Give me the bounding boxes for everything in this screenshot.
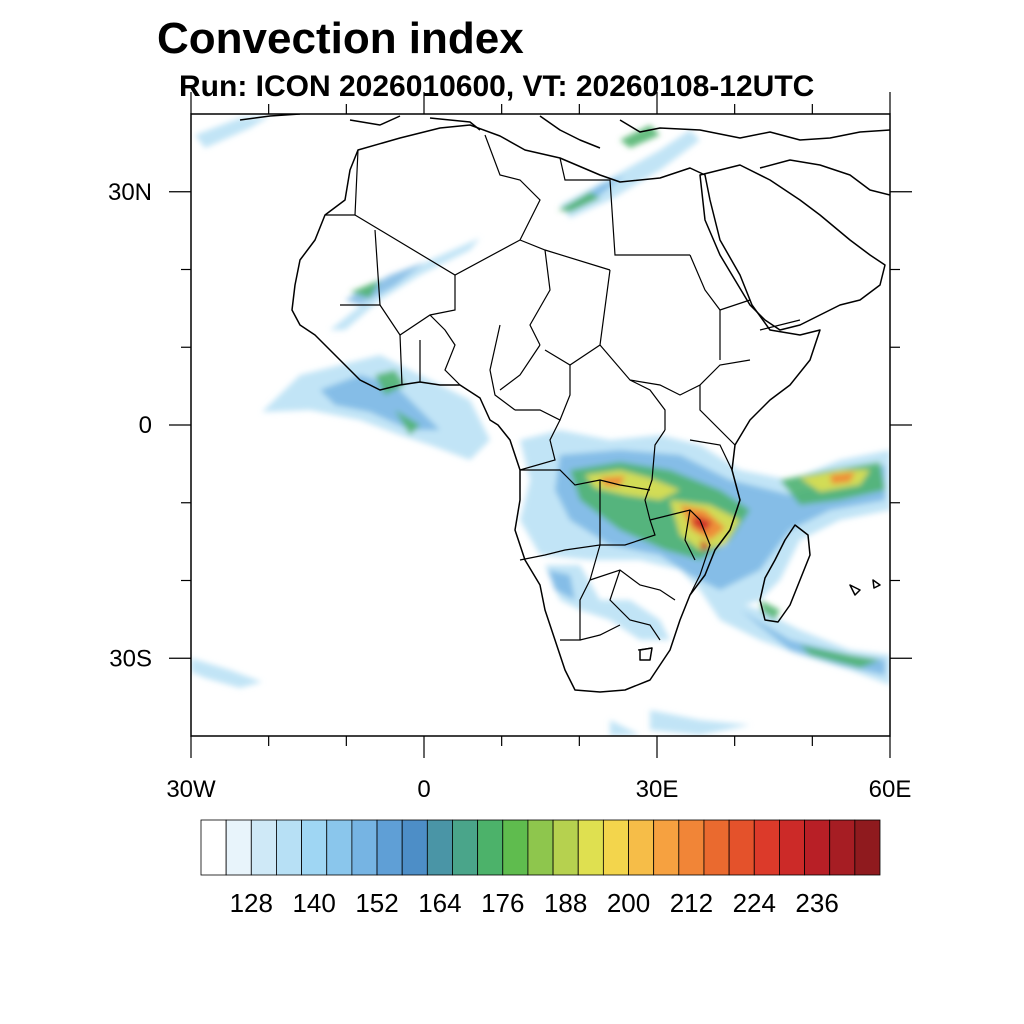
colorbar-label: 164	[418, 888, 461, 918]
colorbar	[200, 819, 881, 876]
x-tick-label: 30W	[166, 776, 216, 803]
y-tick-label: 0	[139, 412, 152, 439]
colorbar-swatch	[452, 819, 479, 876]
y-tick-label: 30S	[109, 645, 152, 672]
colorbar-swatch	[200, 819, 227, 876]
colorbar-label: 188	[544, 888, 587, 918]
colorbar-swatch	[829, 819, 856, 876]
colorbar-swatch	[804, 819, 831, 876]
colorbar-swatch	[225, 819, 252, 876]
colorbar-swatch	[502, 819, 529, 876]
colorbar-swatch	[276, 819, 302, 876]
colorbar-swatch	[527, 819, 554, 876]
colorbar-swatch	[552, 819, 579, 876]
colorbar-label: 176	[481, 888, 524, 918]
colorbar-label: 128	[230, 888, 273, 918]
colorbar-swatch	[250, 819, 277, 876]
colorbar-label: 212	[670, 888, 713, 918]
colorbar-swatch	[653, 819, 680, 876]
colorbar-swatch	[577, 819, 604, 876]
colorbar-label: 152	[355, 888, 398, 918]
colorbar-label: 224	[733, 888, 776, 918]
colorbar-swatch	[301, 819, 328, 876]
colorbar-swatch	[678, 819, 705, 876]
convection-field	[191, 116, 890, 736]
colorbar-swatch	[602, 819, 629, 876]
colorbar-swatch	[728, 819, 755, 876]
colorbar-swatch	[854, 819, 881, 876]
country-borders	[325, 134, 801, 651]
colorbar-label: 200	[607, 888, 650, 918]
x-tick-label: 30E	[636, 776, 679, 803]
colorbar-swatch	[401, 819, 428, 876]
axis-tick-labels: 30W 0 30E 60E 30N 0 30S	[108, 179, 911, 803]
colorbar-swatch	[326, 819, 353, 876]
colorbar-swatch	[753, 819, 780, 876]
colorbar-label: 140	[292, 888, 335, 918]
colorbar-swatch	[376, 819, 403, 876]
colorbar-label: 236	[795, 888, 838, 918]
colorbar-swatch	[628, 819, 655, 876]
y-tick-label: 30N	[108, 179, 152, 206]
colorbar-swatch	[779, 819, 805, 876]
map-subtitle: Run: ICON 2026010600, VT: 20260108-12UTC	[179, 70, 815, 103]
colorbar-swatch	[426, 819, 453, 876]
x-tick-label: 60E	[869, 776, 912, 803]
map-title: Convection index	[157, 14, 524, 63]
colorbar-swatch	[351, 819, 378, 876]
axis-ticks	[169, 92, 912, 758]
colorbar-swatch	[703, 819, 730, 876]
x-tick-label: 0	[417, 776, 430, 803]
colorbar-swatch	[477, 819, 504, 876]
colorbar-labels: 128 140 152 164 176 188 200 212 224 236	[230, 888, 839, 918]
